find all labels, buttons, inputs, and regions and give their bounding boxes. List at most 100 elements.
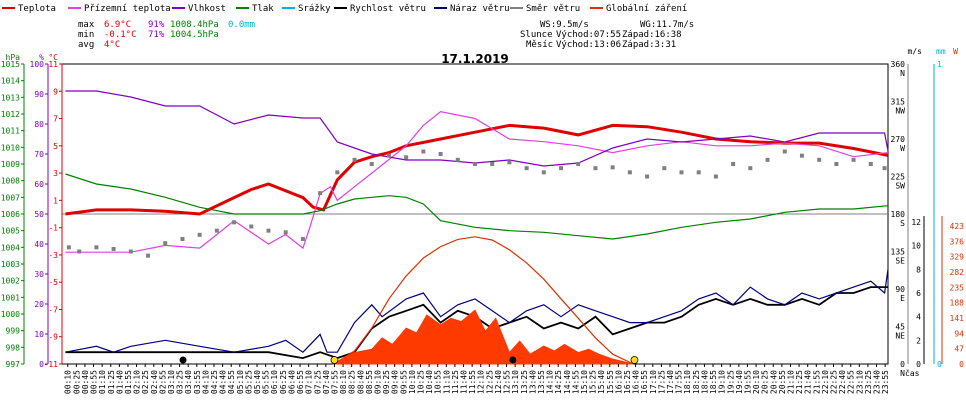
time-tick-label: 08:40 [356,370,365,394]
pressure-tick-label: 1015 [1,60,20,69]
series-line [65,90,889,167]
pressure-tick-label: 1007 [1,193,20,202]
moon-marker [509,356,517,364]
time-tick-label: 01:40 [115,370,124,394]
time-tick-label: 18:55 [709,370,718,394]
legend-label: Rychlost větru [350,4,426,14]
time-tick-label: 21:25 [795,370,804,394]
wind-direction-point [851,157,856,162]
time-tick-label: 12:55 [503,370,512,394]
radiation-area [332,309,634,365]
direction-tick-label: 360 [891,60,906,69]
sun-marker [330,356,339,364]
rain-axis-unit: mm [936,47,946,56]
wind-direction-point [266,228,271,233]
wind-direction-point [696,170,701,175]
wind-direction-point [882,166,887,171]
temperature-tick-label: -5 [48,278,58,287]
time-tick-label: 17:55 [675,370,684,394]
wind-direction-point [559,166,564,171]
wind-direction-point [146,253,151,258]
series-line [333,236,634,365]
wind-direction-point [748,166,753,171]
humidity-tick-label: 50 [34,210,44,219]
direction-tick-label: 225 [891,173,906,182]
stats-temp: 6.9°C [104,20,131,30]
wind-direction-point [180,237,185,241]
radiation-tick-label: 376 [950,237,965,246]
time-tick-label: 22:55 [847,370,856,394]
time-tick-label: 17:10 [649,370,658,394]
time-tick-label: 11:40 [460,370,469,394]
wind-direction-point [765,157,770,162]
time-tick-label: 18:40 [700,370,709,394]
time-tick-label: 22:40 [838,370,847,394]
rain-tick-label: 0 [937,360,942,369]
time-tick-label: 07:25 [313,370,322,394]
pressure-tick-label: 998 [6,343,21,352]
humidity-tick-label: 90 [34,90,44,99]
wind-direction-point [232,220,237,225]
wind-direction-point [541,170,546,175]
wind-direction-point [817,157,822,162]
time-tick-label: 08:25 [348,370,357,394]
pressure-tick-label: 1000 [1,310,20,319]
time-tick-label: 01:25 [107,370,116,394]
temperature-tick-label: 3 [53,169,58,178]
time-tick-label: 03:10 [167,370,176,394]
wind-tick-label: 4 [916,313,921,322]
direction-tick-name: SE [895,257,905,266]
wind-tick-label: 10 [911,242,921,251]
direction-tick-label: 135 [891,248,906,257]
radiation-tick-label: 423 [950,222,965,231]
legend-label: Směr větru [526,4,580,14]
pressure-tick-label: 1002 [1,277,20,286]
wind-direction-point [834,162,839,166]
time-tick-label: 06:10 [270,370,279,394]
wind-direction-point [94,245,99,250]
wind-direction-point [576,162,581,166]
time-tick-label: 23:55 [881,370,890,394]
time-tick-label: 01:10 [98,370,107,394]
wind-direction-point [128,249,133,254]
stats-row-label: min [78,30,94,40]
radiation-axis-unit: W [953,47,958,56]
time-tick-label: 09:40 [391,370,400,394]
radiation-tick-label: 235 [950,283,965,292]
time-tick-label: 21:55 [812,370,821,394]
wind-direction-point [593,166,598,171]
wind-direction-point [713,174,718,179]
wind-direction-point [335,170,340,175]
time-tick-label: 04:40 [219,370,228,394]
time-tick-label: 20:55 [778,370,787,394]
wind-direction-point [318,191,323,196]
direction-tick-name: N [900,69,905,78]
radiation-tick-label: 47 [954,345,964,354]
direction-tick-name: N [900,369,905,378]
wind-tick-label: 12 [911,218,921,227]
series-line [65,286,888,360]
radiation-tick-label: 141 [950,314,965,323]
legend-label: Teplota [18,4,56,14]
radiation-tick-label: 329 [950,253,965,262]
time-tick-label: 02:40 [150,370,159,394]
wind-direction-point [799,153,804,158]
time-tick-label: 14:40 [563,370,572,394]
time-tick-label: 13:40 [528,370,537,394]
time-tick-label: 01:55 [124,370,133,394]
direction-tick-label: 180 [891,210,906,219]
direction-tick-name: NE [895,332,905,341]
series-line [65,269,889,353]
humidity-tick-label: 0 [39,360,44,369]
humidity-axis-unit: % [39,53,44,62]
wind-direction-point [507,160,512,165]
temperature-tick-label: -3 [48,251,58,260]
time-tick-label: 13:10 [511,370,520,394]
time-tick-label: 08:55 [365,370,374,394]
humidity-tick-label: 100 [30,60,45,69]
direction-tick-name: W [900,144,905,153]
wind-direction-point [438,152,443,156]
time-tick-label: 05:55 [262,370,271,394]
wind-direction-point [473,162,477,166]
direction-tick-label: 270 [891,135,906,144]
